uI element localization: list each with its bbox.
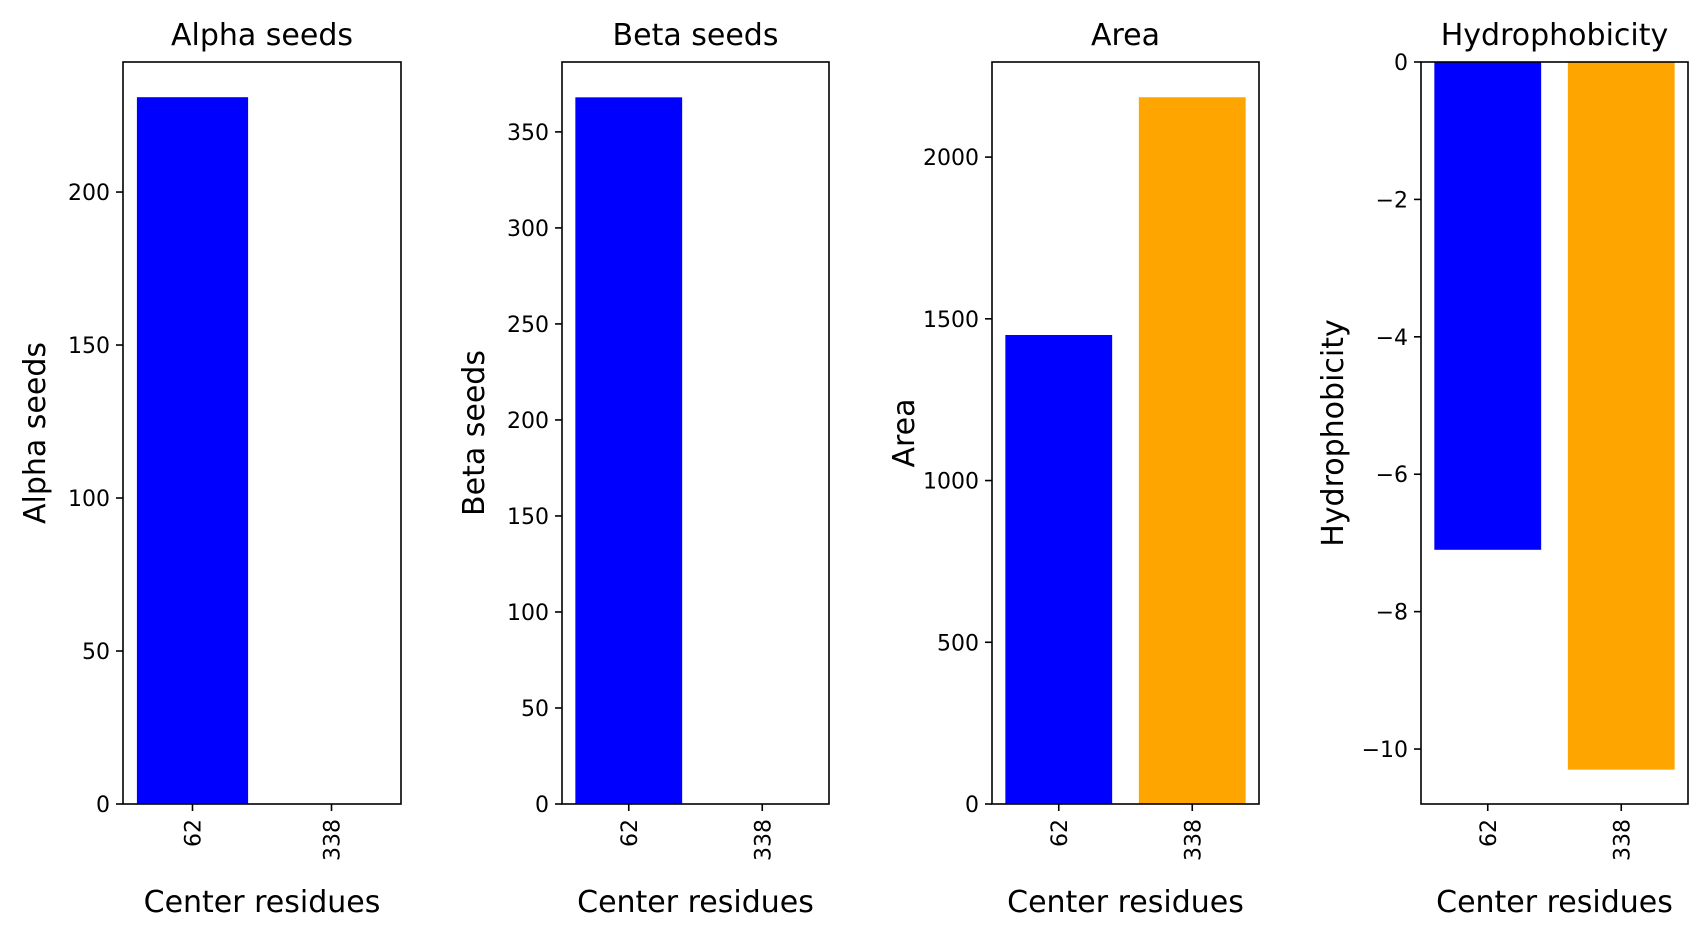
x-axis-label: Center residues: [577, 885, 814, 920]
y-tick-label: 0: [96, 793, 110, 818]
y-axis-label: Area: [887, 398, 922, 467]
plot-frame: [991, 61, 1260, 805]
subplot-title: Hydrophobicity: [1441, 18, 1669, 53]
x-tick-label: 338: [321, 819, 346, 861]
bar-62: [575, 97, 683, 805]
subplot-title: Area: [1091, 18, 1160, 53]
y-tick-label: −2: [1376, 188, 1408, 213]
subplot-title: Beta seeds: [613, 18, 779, 53]
x-tick-label: 62: [1477, 819, 1502, 847]
y-tick-label: 150: [68, 334, 110, 359]
x-axis-label: Center residues: [144, 885, 381, 920]
bar-338: [1567, 62, 1675, 770]
bar-62: [1434, 62, 1542, 550]
subplot-beta-seeds: Beta seeds Beta seeds Center residues 0 5…: [457, 18, 830, 920]
y-tick-label: 250: [507, 313, 549, 338]
plot-frame: [561, 61, 830, 805]
y-tick-label: 0: [1394, 51, 1408, 76]
subplot-title: Alpha seeds: [171, 18, 353, 53]
subplot-hydrophobicity: Hydrophobicity Hydrophobicity Center res…: [1316, 18, 1689, 920]
y-tick-label: 200: [507, 409, 549, 434]
subplot-alpha-seeds: Alpha seeds Alpha seeds Center residues …: [18, 18, 402, 920]
bar-62: [136, 97, 249, 805]
plot-frame: [1420, 61, 1689, 805]
y-tick-label: −8: [1376, 601, 1408, 626]
subplot-area: Area Area Center residues 0 500 1000 1500 20…: [887, 18, 1260, 920]
x-tick-label: 338: [1610, 819, 1635, 861]
y-tick-label: 300: [507, 217, 549, 242]
y-tick-label: 200: [68, 181, 110, 206]
y-tick-label: 0: [535, 793, 549, 818]
y-tick-label: 500: [937, 631, 979, 656]
x-tick-label: 338: [1181, 819, 1206, 861]
x-axis-label: Center residues: [1436, 885, 1673, 920]
y-tick-label: 50: [521, 697, 549, 722]
y-tick-label: 50: [82, 640, 110, 665]
y-axis-label: Alpha seeds: [18, 342, 53, 524]
x-tick-label: 338: [751, 819, 776, 861]
y-tick-label: 1000: [923, 470, 979, 495]
y-tick-label: 100: [68, 487, 110, 512]
x-axis-label: Center residues: [1007, 885, 1244, 920]
y-axis-label: Hydrophobicity: [1316, 319, 1351, 547]
y-tick-label: 2000: [923, 146, 979, 171]
y-tick-label: 150: [507, 505, 549, 530]
plot-frame: [122, 61, 402, 805]
bar-62: [1005, 334, 1113, 804]
y-tick-label: 0: [965, 793, 979, 818]
y-tick-label: −6: [1376, 463, 1408, 488]
x-tick-label: 62: [618, 819, 643, 847]
y-axis-label: Beta seeds: [457, 350, 492, 516]
y-tick-label: −10: [1362, 738, 1408, 763]
x-tick-label: 62: [182, 819, 207, 847]
y-tick-label: 350: [507, 121, 549, 146]
x-tick-label: 62: [1048, 819, 1073, 847]
y-tick-label: −4: [1376, 326, 1408, 351]
bar-338: [1138, 97, 1246, 804]
y-tick-label: 1500: [923, 308, 979, 333]
y-tick-label: 100: [507, 601, 549, 626]
